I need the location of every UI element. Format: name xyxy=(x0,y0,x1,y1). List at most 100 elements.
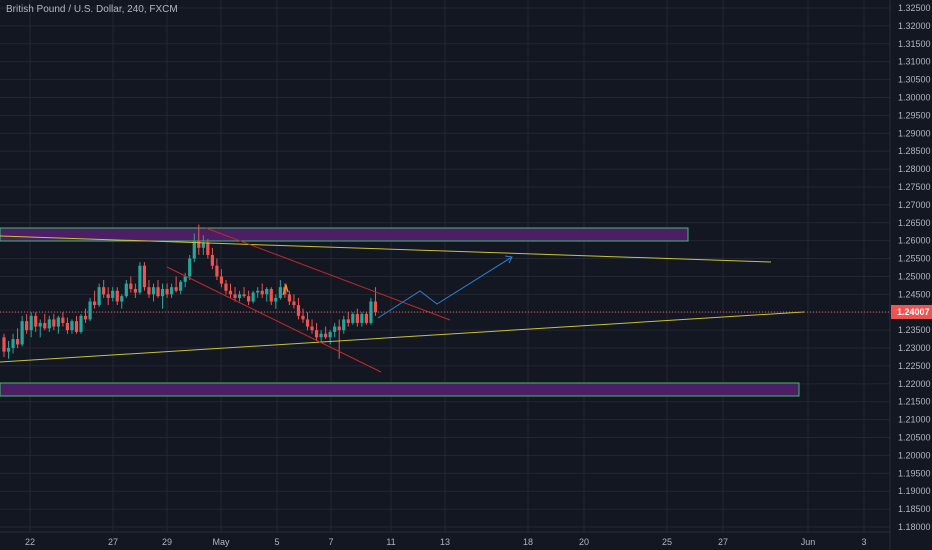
candle-body xyxy=(170,287,174,295)
y-tick-label: 1.30500 xyxy=(898,75,931,85)
x-tick-label: 13 xyxy=(440,537,450,547)
channel-upper-line xyxy=(205,227,451,321)
x-tick-label: 7 xyxy=(328,537,333,547)
candle-body xyxy=(260,290,264,295)
candle-body xyxy=(111,290,115,298)
resistance-zone xyxy=(0,227,689,242)
candle-body xyxy=(56,317,60,327)
candle-body xyxy=(373,301,378,313)
x-tick-label: 29 xyxy=(162,537,172,547)
candle-body xyxy=(351,314,355,323)
x-tick-label: 5 xyxy=(274,537,279,547)
candle-body xyxy=(138,265,142,293)
drawings-layer xyxy=(0,227,890,373)
x-tick-label: 20 xyxy=(579,537,589,547)
candle-body xyxy=(93,301,97,306)
candle-body xyxy=(151,287,156,295)
x-tick-label: 27 xyxy=(718,537,728,547)
candle-body xyxy=(129,283,133,289)
candle-body xyxy=(242,294,246,297)
candle-body xyxy=(102,287,106,295)
candle-body xyxy=(165,288,169,295)
candle-body xyxy=(115,290,119,302)
candle-body xyxy=(74,321,79,332)
candle-body xyxy=(197,240,201,248)
candle-body xyxy=(206,242,210,255)
candle-body xyxy=(287,294,291,302)
candle-body xyxy=(156,287,160,297)
y-tick-label: 1.23000 xyxy=(898,343,931,353)
channel-lower-line xyxy=(166,266,382,373)
y-tick-label: 1.23500 xyxy=(898,325,931,335)
y-tick-label: 1.27000 xyxy=(898,200,931,210)
candle-body xyxy=(133,288,137,293)
candle-body xyxy=(237,294,242,298)
x-tick-label: 22 xyxy=(25,537,35,547)
y-tick-label: 1.26500 xyxy=(898,218,931,228)
candle-body xyxy=(38,322,42,327)
candle-body xyxy=(346,319,350,323)
candle-body xyxy=(233,294,237,298)
candle-body xyxy=(274,297,278,302)
lower-trendline xyxy=(0,311,805,363)
x-tick-label: 25 xyxy=(662,537,672,547)
candle-body xyxy=(47,319,51,329)
candle-body xyxy=(2,337,6,352)
candle-body xyxy=(179,281,183,291)
y-tick-label: 1.24500 xyxy=(898,289,931,299)
y-tick-label: 1.18500 xyxy=(898,504,931,514)
candle-body xyxy=(219,276,224,284)
current-price-label: 1.24007 xyxy=(897,307,930,317)
candle-body xyxy=(247,296,251,302)
candle-body xyxy=(369,301,373,323)
candle-body xyxy=(15,339,20,345)
candle-body xyxy=(192,240,196,259)
y-tick-label: 1.28500 xyxy=(898,146,931,156)
candle-body xyxy=(314,330,319,338)
y-tick-label: 1.30000 xyxy=(898,92,931,102)
candle-body xyxy=(228,290,233,295)
candle-body xyxy=(106,294,110,298)
y-tick-label: 1.22000 xyxy=(898,379,931,389)
x-tick-label: 18 xyxy=(523,537,533,547)
symbol-title: British Pound / U.S. Dollar, 240, FXCM xyxy=(6,4,178,15)
candle-body xyxy=(97,287,101,306)
candle-body xyxy=(301,315,305,320)
candle-body xyxy=(360,314,364,323)
candle-body xyxy=(124,283,128,297)
candle-body xyxy=(20,321,24,345)
candle-body xyxy=(296,305,301,316)
candle-body xyxy=(201,242,205,248)
candle-body xyxy=(147,287,151,295)
candle-body xyxy=(142,265,147,288)
y-tick-label: 1.26000 xyxy=(898,236,931,246)
y-tick-label: 1.20000 xyxy=(898,450,931,460)
candle-body xyxy=(342,319,346,331)
current-price-tag xyxy=(891,304,932,319)
orange-marker xyxy=(282,282,289,296)
x-tick-label: 3 xyxy=(861,537,866,547)
y-tick-label: 1.31000 xyxy=(898,57,931,67)
candle-body xyxy=(364,314,368,323)
candle-body xyxy=(278,287,282,298)
x-tick-label: May xyxy=(212,537,230,547)
candle-body xyxy=(65,322,70,331)
y-tick-label: 1.32500 xyxy=(898,3,931,13)
candle-body xyxy=(269,288,273,302)
candle-body xyxy=(333,326,337,332)
candle-body xyxy=(160,288,165,297)
candle-body xyxy=(224,283,228,291)
candle-body xyxy=(183,276,187,282)
candle-body xyxy=(210,254,214,266)
y-tick-label: 1.29000 xyxy=(898,128,931,138)
candle-body xyxy=(337,326,341,331)
candle-body xyxy=(328,331,332,338)
candle-body xyxy=(324,333,328,338)
y-tick-label: 1.32000 xyxy=(898,21,931,31)
candle-body xyxy=(256,290,260,293)
y-tick-label: 1.25500 xyxy=(898,254,931,264)
y-tick-label: 1.25000 xyxy=(898,271,931,281)
